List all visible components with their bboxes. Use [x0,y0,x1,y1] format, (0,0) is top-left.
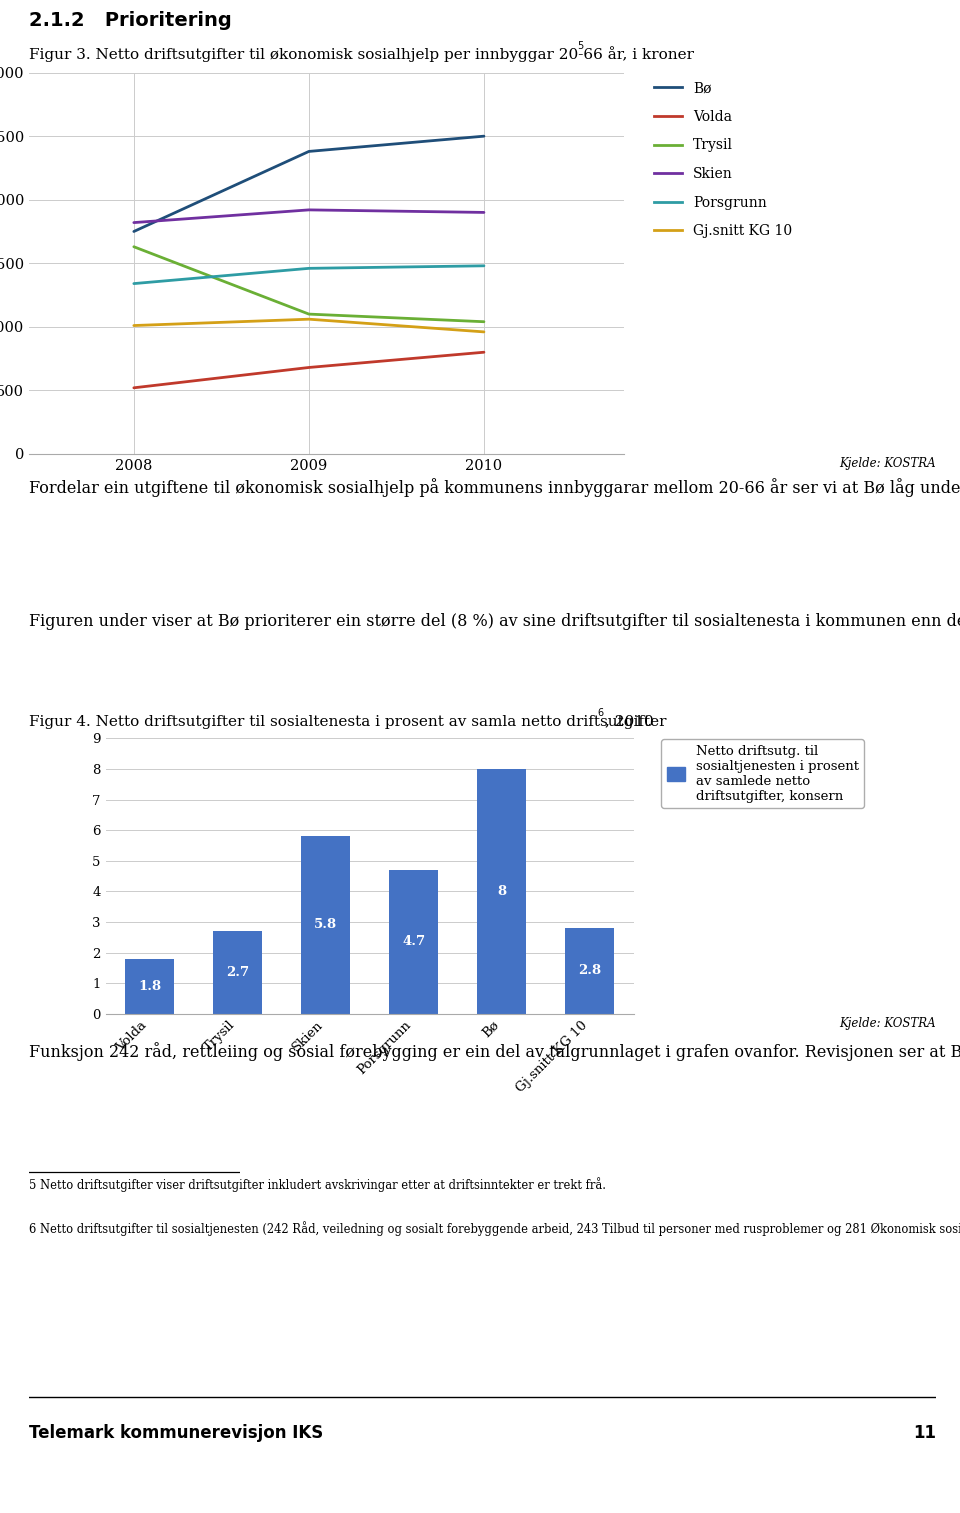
Text: 2.8: 2.8 [578,964,601,977]
Text: 5.8: 5.8 [314,918,337,932]
Legend: Bø, Volda, Trysil, Skien, Porsgrunn, Gj.snitt KG 10: Bø, Volda, Trysil, Skien, Porsgrunn, Gj.… [649,76,798,244]
Bar [565,927,613,1014]
Text: 1.8: 1.8 [138,980,161,993]
Text: Figuren under viser at Bø prioriterer ein større del (8 %) av sine driftsutgifte: Figuren under viser at Bø prioriterer ei… [29,613,960,629]
Bar [390,870,438,1014]
Text: Figur 3. Netto driftsutgifter til økonomisk sosialhjelp per innbyggar 20-66 år, : Figur 3. Netto driftsutgifter til økonom… [29,47,694,62]
Text: 5: 5 [577,41,583,51]
Text: Kjelde: KOSTRA: Kjelde: KOSTRA [839,457,936,471]
Text: 6 Netto driftsutgifter til sosialtjenesten (242 Råd, veiledning og sosialt foreb: 6 Netto driftsutgifter til sosialtjenest… [29,1221,960,1236]
Text: 8: 8 [497,885,506,897]
Text: 2.7: 2.7 [226,965,250,979]
Legend: Netto driftsutg. til
sosialtjenesten i prosent
av samlede netto
driftsutgifter, : Netto driftsutg. til sosialtjenesten i p… [661,740,864,808]
Text: 6: 6 [598,708,604,719]
Text: Fordelar ein utgiftene til økonomisk sosialhjelp på kommunens innbyggarar mellom: Fordelar ein utgiftene til økonomisk sos… [29,478,960,496]
Bar [126,959,174,1014]
Text: 2.1.2   Prioritering: 2.1.2 Prioritering [29,11,231,30]
Text: 4.7: 4.7 [402,935,425,949]
Bar [213,930,262,1014]
Text: 5 Netto driftsutgifter viser driftsutgifter inkludert avskrivingar etter at drif: 5 Netto driftsutgifter viser driftsutgif… [29,1177,606,1192]
Text: Funksjon 242 råd, rettleiing og sosial førebygging er ein del av talgrunnlaget i: Funksjon 242 råd, rettleiing og sosial f… [29,1042,960,1061]
Bar [477,769,526,1014]
Text: Kjelde: KOSTRA: Kjelde: KOSTRA [839,1017,936,1030]
Text: , 2010: , 2010 [605,714,654,729]
Text: Figur 4. Netto driftsutgifter til sosialtenesta i prosent av samla netto driftsu: Figur 4. Netto driftsutgifter til sosial… [29,714,666,729]
Text: Telemark kommunerevisjon IKS: Telemark kommunerevisjon IKS [29,1424,324,1442]
Bar [301,837,349,1014]
Text: 11: 11 [913,1424,936,1442]
